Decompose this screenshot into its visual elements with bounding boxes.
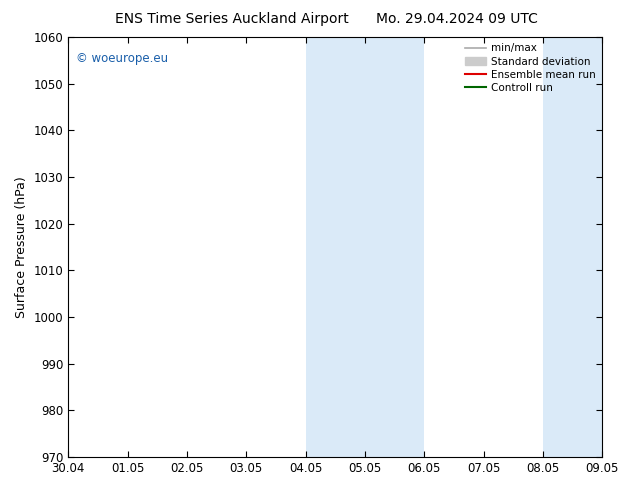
Text: ENS Time Series Auckland Airport: ENS Time Series Auckland Airport	[115, 12, 348, 26]
Text: © woeurope.eu: © woeurope.eu	[76, 52, 168, 65]
Bar	[306, 37, 365, 457]
Bar	[365, 37, 424, 457]
Legend: min/max, Standard deviation, Ensemble mean run, Controll run: min/max, Standard deviation, Ensemble me…	[461, 39, 600, 97]
Bar	[543, 37, 602, 457]
Bar	[602, 37, 634, 457]
Y-axis label: Surface Pressure (hPa): Surface Pressure (hPa)	[15, 176, 28, 318]
Text: Mo. 29.04.2024 09 UTC: Mo. 29.04.2024 09 UTC	[375, 12, 538, 26]
